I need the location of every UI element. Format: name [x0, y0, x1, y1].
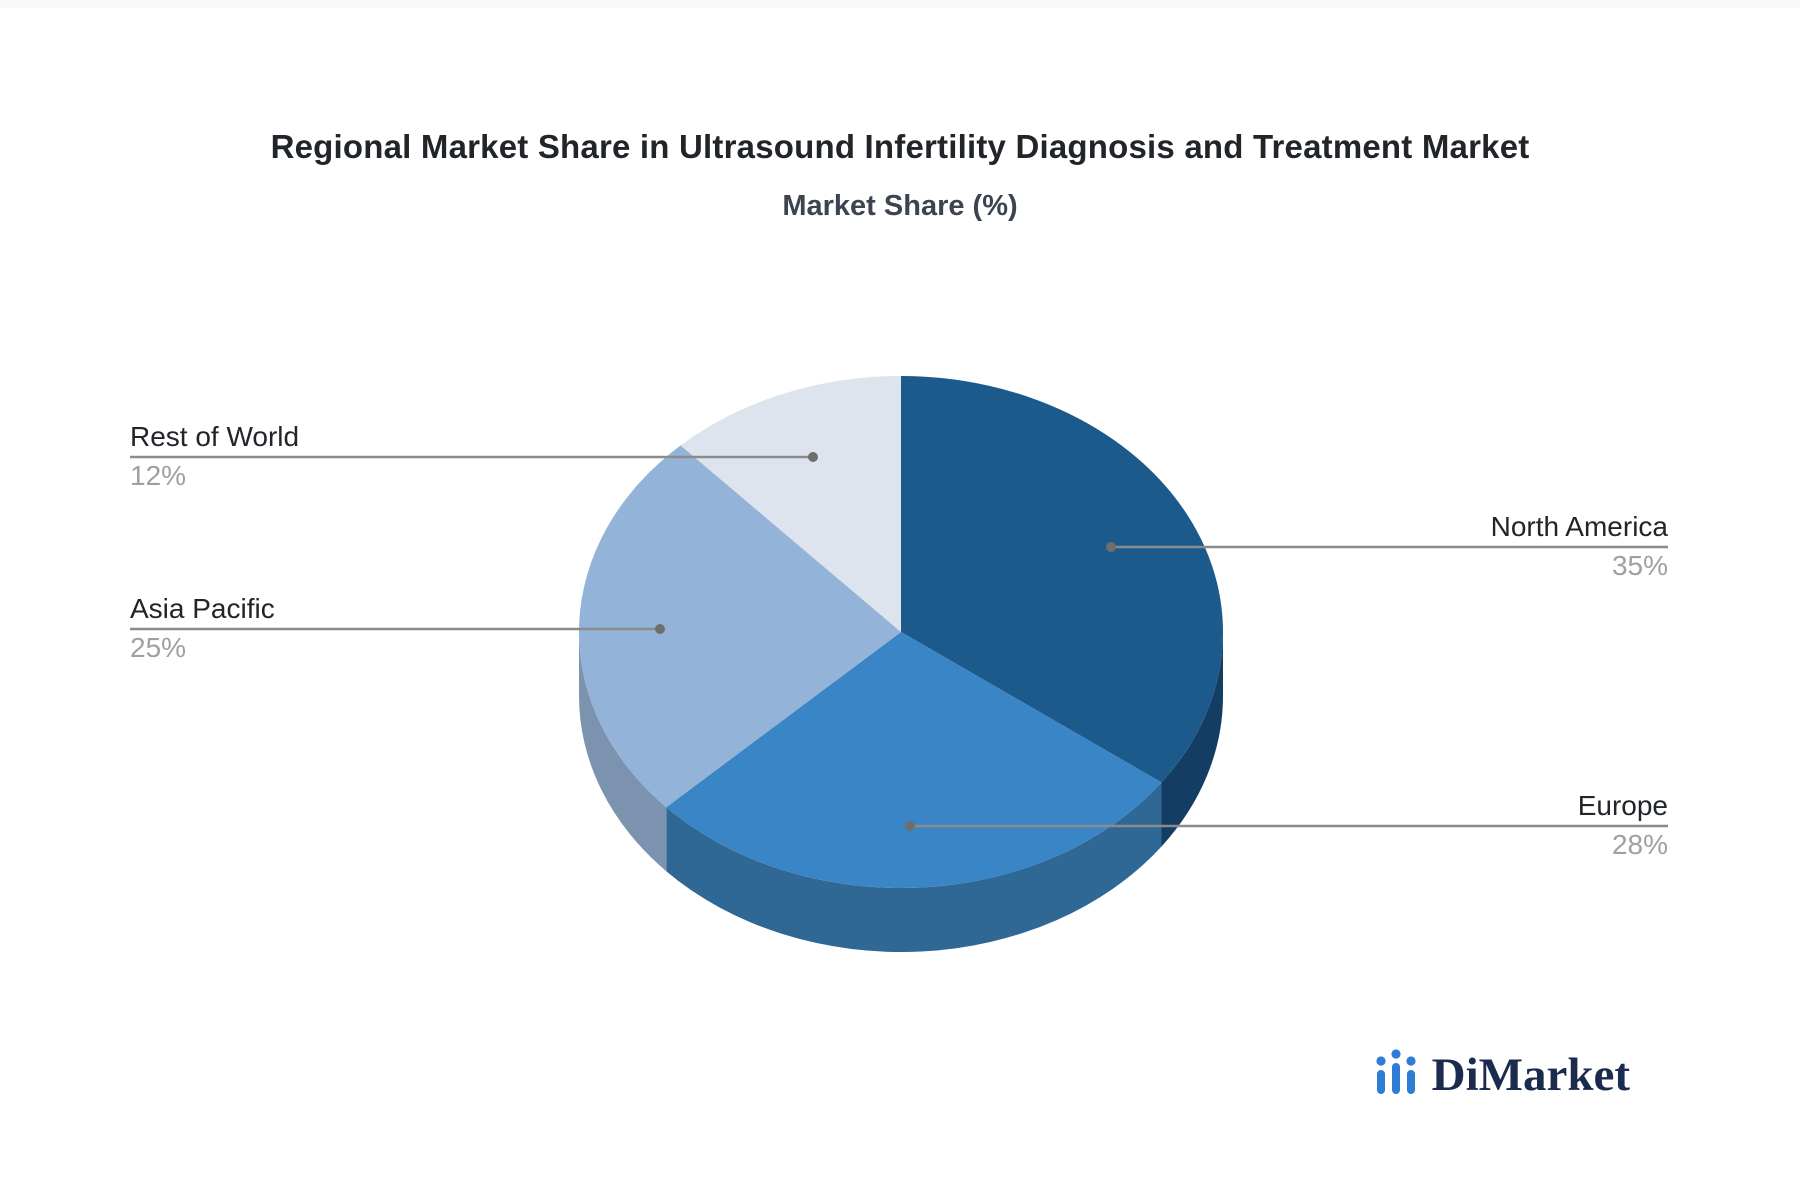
leader-dot-europe	[905, 821, 915, 831]
callout-europe: Europe 28%	[1578, 792, 1668, 859]
pie-slice-rest-of-world[interactable]	[680, 376, 901, 632]
leader-dot-north-america	[1106, 542, 1116, 552]
slice-value-north-america: 35%	[1611, 550, 1668, 581]
chart-subtitle: Market Share (%)	[782, 190, 1018, 222]
pie-slice-side-asia-pacific	[579, 632, 667, 872]
pie-slice-north-america[interactable]	[901, 376, 1223, 783]
slice-label-europe: Europe	[1577, 790, 1668, 821]
callout-asia-pacific: Asia Pacific 25%	[130, 595, 275, 662]
bar-chart-dots-icon	[1376, 1049, 1416, 1094]
slice-label-asia-pacific: Asia Pacific	[130, 593, 275, 624]
pie-slice-side-north-america	[1161, 632, 1223, 847]
leader-dot-rest-of-world	[808, 452, 818, 462]
leader-dot-asia-pacific	[655, 624, 665, 634]
slice-value-europe: 28%	[1611, 829, 1668, 860]
slice-value-asia-pacific: 25%	[130, 632, 187, 663]
chart-title: Regional Market Share in Ultrasound Infe…	[270, 128, 1530, 165]
slice-label-north-america: North America	[1490, 511, 1668, 542]
dimarket-logo: DiMarket	[1373, 1047, 1630, 1101]
callout-north-america: North America 35%	[1491, 513, 1668, 580]
callout-rest-of-world: Rest of World 12%	[130, 423, 299, 490]
pie-slice-side-europe	[666, 782, 1162, 952]
pie-slice-europe[interactable]	[666, 632, 1162, 888]
slice-value-rest-of-world: 12%	[130, 460, 187, 491]
pie-slice-asia-pacific[interactable]	[578, 445, 901, 808]
logo-text: DiMarket	[1431, 1048, 1630, 1101]
slice-label-rest-of-world: Rest of World	[130, 421, 300, 452]
